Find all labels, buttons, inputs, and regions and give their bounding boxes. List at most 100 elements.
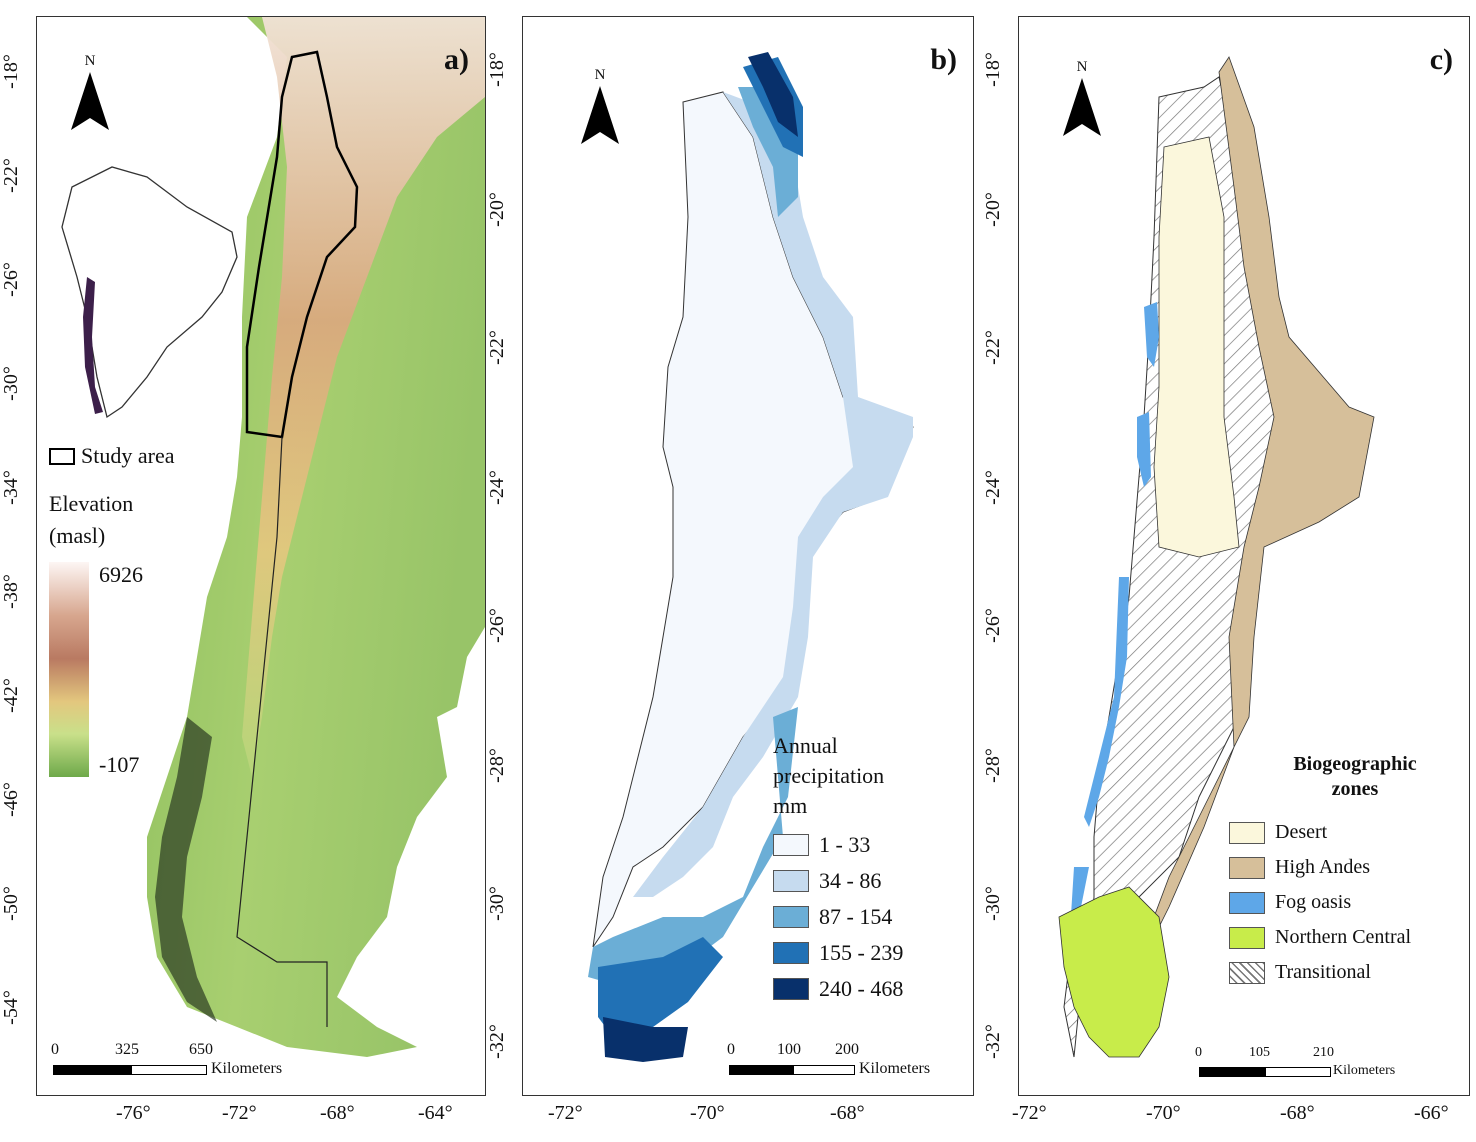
y-tick: -46°	[0, 782, 22, 817]
north-arrow-a: N	[69, 53, 111, 137]
biogeo-legend: Biogeographic zones Desert High Andes Fog …	[1229, 753, 1465, 990]
y-tick: -32°	[485, 1024, 508, 1059]
scale-bar-black	[53, 1065, 131, 1075]
y-tick: -18°	[0, 54, 22, 89]
biogeo-legend-item: Transitional	[1229, 955, 1465, 990]
biogeo-legend-swatch	[1229, 961, 1265, 984]
x-tick: -72°	[1012, 1102, 1047, 1124]
biogeo-legend-item: Fog oasis	[1229, 885, 1465, 920]
biogeo-legend-title-2: zones	[1331, 778, 1379, 800]
x-tick: -68°	[320, 1102, 355, 1124]
biogeo-legend-item: Desert	[1229, 815, 1465, 850]
precip-legend-items: 1 - 33 34 - 86 87 - 154 155 - 239 240 - 468	[773, 827, 963, 1007]
precip-legend-label: 1 - 33	[819, 832, 871, 857]
north-arrow-icon	[581, 86, 619, 144]
y-tick: -38°	[0, 574, 22, 609]
precip-legend-swatch	[773, 978, 809, 1000]
x-tick: -70°	[690, 1102, 725, 1124]
elevation-title-2: (masl)	[49, 523, 106, 548]
biogeo-legend-items: Desert High Andes Fog oasis Northern Centra…	[1229, 815, 1465, 990]
biogeographic-map-svg	[1058, 56, 1375, 1058]
scale-bar-black	[729, 1065, 793, 1075]
scale-bar-black	[1199, 1067, 1265, 1077]
north-label: N	[84, 53, 96, 69]
scale-unit: Kilometers	[1333, 1063, 1396, 1078]
precipitation-map-svg	[588, 52, 914, 1062]
precip-legend-item: 34 - 86	[773, 863, 963, 899]
y-tick: -32°	[981, 1024, 1004, 1059]
north-arrow-b: N	[579, 67, 621, 151]
precip-legend-item: 240 - 468	[773, 971, 963, 1007]
biogeo-legend-label: Fog oasis	[1275, 891, 1352, 913]
scale-tick-1: 105	[1249, 1045, 1270, 1060]
y-tick: -28°	[981, 748, 1004, 783]
y-tick: -24°	[485, 470, 508, 505]
scale-tick-1: 100	[777, 1041, 801, 1058]
north-label: N	[1076, 59, 1088, 75]
precip-region-1-33	[592, 91, 914, 948]
y-tick: -30°	[981, 886, 1004, 921]
scale-unit: Kilometers	[211, 1060, 283, 1077]
precip-region-87-154	[588, 87, 798, 987]
south-america-land	[147, 17, 485, 1057]
precip-legend-swatch	[773, 906, 809, 928]
biogeo-legend-swatch	[1229, 891, 1265, 914]
biogeo-legend-item: High Andes	[1229, 850, 1465, 885]
north-label: N	[594, 67, 606, 83]
panel-b-label: b)	[930, 43, 957, 76]
biogeo-legend-item: Northern Central	[1229, 920, 1465, 955]
y-tick: -26°	[0, 262, 22, 297]
study-area-legend: Study area	[49, 443, 174, 469]
x-tick: -64°	[418, 1102, 453, 1124]
panel-a-label: a)	[444, 43, 469, 76]
y-tick: -50°	[0, 886, 22, 921]
x-tick: -66°	[1414, 1102, 1449, 1124]
y-tick: -30°	[0, 366, 22, 401]
andes-range	[242, 17, 485, 777]
x-tick: -68°	[1280, 1102, 1315, 1124]
elevation-min-label: -107	[99, 752, 140, 777]
biogeo-legend-label: Northern Central	[1275, 926, 1412, 948]
study-area-swatch	[49, 447, 75, 465]
precip-legend-title-3: mm	[773, 793, 808, 818]
inset-south-america	[61, 166, 238, 419]
y-tick: -22°	[981, 330, 1004, 365]
scale-tick-2: 200	[835, 1041, 859, 1058]
biogeo-legend-label: Desert	[1275, 821, 1328, 843]
scale-tick-2: 650	[189, 1041, 213, 1058]
y-tick: -18°	[981, 52, 1004, 87]
x-tick: -70°	[1146, 1102, 1181, 1124]
precip-region-34-86	[633, 92, 913, 897]
elevation-title-1: Elevation	[49, 491, 134, 516]
precip-legend-item: 87 - 154	[773, 899, 963, 935]
scale-bar-white	[1265, 1067, 1331, 1077]
scale-tick-0: 0	[727, 1041, 735, 1058]
zone-fog-oasis	[1069, 302, 1159, 947]
study-area-legend-label: Study area	[81, 443, 175, 468]
precip-legend: Annual precipitation mm 1 - 33 34 - 86 87 …	[773, 733, 963, 1007]
precip-legend-label: 87 - 154	[819, 904, 893, 929]
biogeo-legend-label: High Andes	[1275, 856, 1370, 878]
y-tick: -54°	[0, 990, 22, 1025]
scale-tick-0: 0	[51, 1041, 59, 1058]
zone-desert	[1153, 136, 1240, 558]
precip-legend-label: 240 - 468	[819, 976, 904, 1001]
y-tick: -18°	[485, 52, 508, 87]
precip-legend-title-1: Annual	[773, 733, 838, 758]
y-tick: -20°	[981, 192, 1004, 227]
precip-legend-title-2: precipitation	[773, 763, 885, 788]
y-tick: -22°	[485, 330, 508, 365]
north-arrow-c: N	[1061, 59, 1103, 143]
biogeo-legend-swatch	[1229, 821, 1265, 844]
precip-legend-swatch	[773, 834, 809, 856]
panel-b-precipitation-map: b) N Annual precipitation mm 1 - 33 34 - …	[522, 16, 974, 1096]
y-tick: -24°	[981, 470, 1004, 505]
north-arrow-icon	[1063, 78, 1101, 136]
elevation-color-ramp	[49, 562, 89, 777]
scale-unit: Kilometers	[859, 1060, 931, 1077]
x-tick: -76°	[116, 1102, 151, 1124]
biogeo-legend-swatch	[1229, 926, 1265, 949]
panel-c-biogeographic-map: c) N Biogeographic zones Desert High Ande…	[1018, 16, 1470, 1096]
scale-bar-white	[793, 1065, 855, 1075]
y-tick: -42°	[0, 678, 22, 713]
